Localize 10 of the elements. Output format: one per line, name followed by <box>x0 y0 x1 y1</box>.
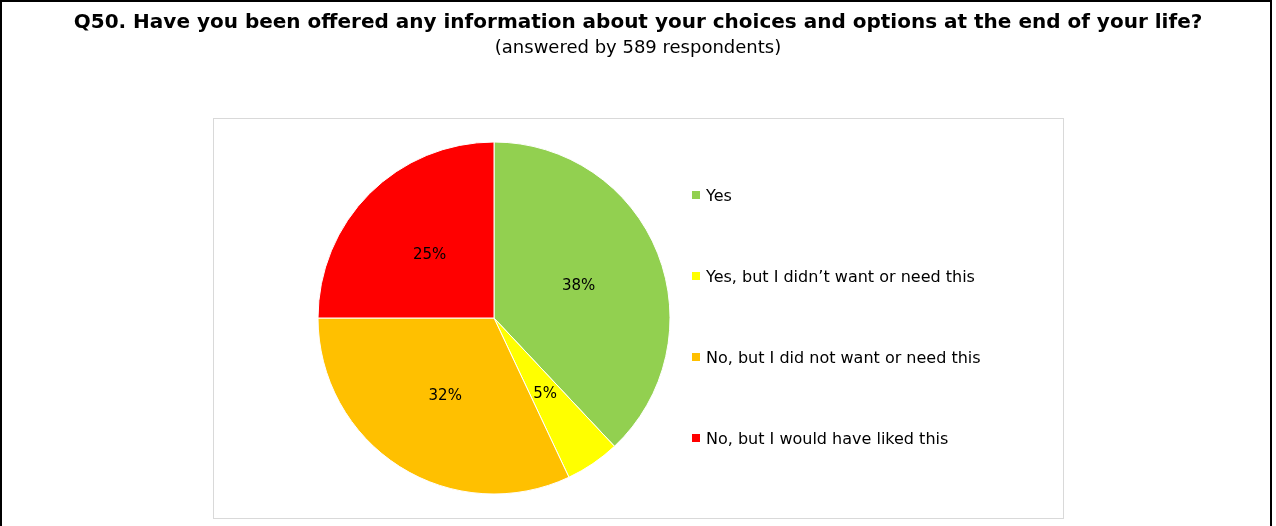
data-label: 5% <box>533 384 558 403</box>
legend-label: No, but I did not want or need this <box>706 347 981 367</box>
chart-subtitle: (answered by 589 respondents) <box>494 35 782 57</box>
legend-label: No, but I would have liked this <box>706 428 949 448</box>
chart-title: Q50. Have you been offered any information about your choices and options at the end of your life? <box>73 9 1203 33</box>
legend-label: Yes, but I didn’t want or need this <box>705 266 975 286</box>
data-label: 25% <box>412 244 447 263</box>
data-label: 38% <box>561 275 596 294</box>
legend-label: Yes <box>705 185 732 205</box>
data-label: 32% <box>428 385 462 404</box>
